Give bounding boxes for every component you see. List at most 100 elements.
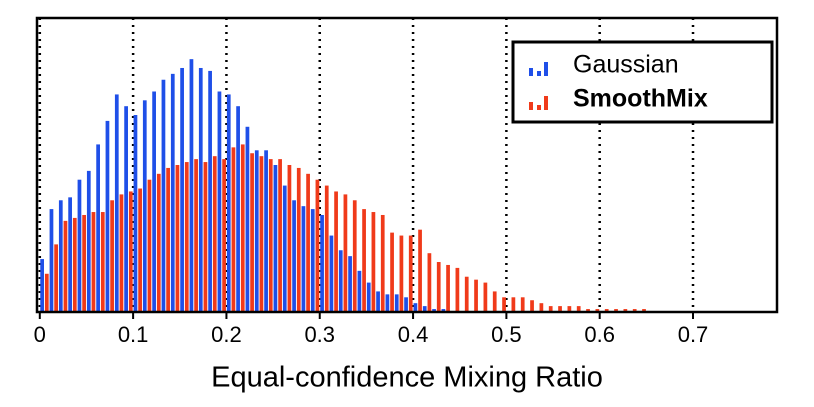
bar: [119, 194, 124, 312]
bar: [371, 212, 376, 312]
bar: [399, 235, 404, 312]
bar: [100, 212, 105, 312]
bar: [77, 179, 82, 312]
bar: [114, 94, 119, 312]
bar: [278, 159, 282, 312]
bar: [338, 250, 343, 312]
bar: [156, 173, 161, 312]
bar: [436, 262, 441, 312]
bar: [394, 294, 399, 312]
bar: [170, 73, 175, 312]
bar: [226, 94, 231, 312]
bar: [282, 185, 287, 312]
bar: [315, 179, 320, 312]
bar: [329, 235, 334, 312]
bar: [352, 200, 357, 312]
legend-box: [511, 40, 774, 124]
x-tick-label: 0: [34, 322, 46, 347]
bar: [380, 214, 385, 312]
bar: [614, 309, 618, 312]
bar: [212, 156, 217, 312]
legend-swatch: [537, 105, 541, 110]
bar: [240, 144, 245, 312]
bar: [124, 106, 128, 312]
bar: [642, 309, 646, 312]
bar: [320, 214, 324, 312]
x-tick-label: 0.6: [584, 322, 615, 347]
bar: [44, 273, 49, 312]
bar: [96, 144, 100, 312]
bar: [558, 306, 562, 312]
x-tick-label: 0.3: [304, 322, 335, 347]
legend: Gaussian SmoothMix: [511, 40, 774, 124]
bar: [595, 309, 600, 312]
bar: [483, 282, 488, 312]
bar: [217, 91, 222, 312]
bar: [502, 297, 506, 312]
bar: [250, 153, 254, 312]
bar: [390, 232, 394, 312]
bar: [310, 209, 315, 312]
x-tick-label: 0.5: [491, 322, 522, 347]
bar: [189, 59, 194, 312]
bar: [418, 229, 422, 312]
bar: [128, 191, 133, 312]
legend-label: SmoothMix: [573, 85, 708, 113]
bar: [147, 179, 152, 312]
bar: [306, 173, 310, 312]
bar: [166, 167, 170, 312]
bar: [301, 206, 306, 312]
bar: [441, 309, 446, 312]
bar: [86, 170, 91, 312]
bar: [63, 220, 68, 312]
bar: [334, 191, 338, 312]
bar: [632, 309, 637, 312]
bar: [357, 270, 362, 312]
bar: [180, 67, 184, 312]
bar: [404, 297, 408, 312]
plot-area: [38, 18, 695, 313]
bar: [446, 264, 450, 312]
bar: [343, 194, 348, 312]
bar: [259, 156, 264, 312]
bar: [520, 297, 525, 312]
bar: [623, 309, 628, 312]
bar: [58, 200, 63, 312]
bar: [82, 214, 86, 312]
bar: [161, 79, 166, 313]
bar: [142, 100, 147, 312]
legend-label: Gaussian: [573, 51, 679, 79]
x-tick-label: 0.7: [678, 322, 709, 347]
x-tick-label: 0.4: [398, 322, 429, 347]
bar: [492, 291, 497, 312]
bar: [385, 294, 390, 312]
bar: [455, 267, 460, 312]
bar: [576, 306, 581, 312]
bar: [54, 244, 58, 312]
bar: [548, 306, 553, 312]
bar: [175, 165, 180, 312]
bar: [268, 159, 273, 312]
legend-swatch: [529, 68, 533, 76]
bar: [604, 309, 609, 312]
bar: [567, 306, 572, 312]
x-tick-label: 0.2: [211, 322, 242, 347]
bar: [273, 165, 278, 312]
bar: [292, 200, 296, 312]
bar: [91, 212, 96, 312]
bar: [198, 67, 203, 312]
bar: [511, 297, 516, 312]
bar: [72, 217, 77, 312]
bar: [254, 150, 259, 312]
bar: [133, 115, 138, 313]
bar: [152, 91, 156, 312]
legend-swatch: [544, 62, 548, 76]
bar: [362, 209, 366, 312]
legend-swatch: [529, 102, 533, 110]
bar: [68, 197, 72, 312]
bar: [264, 150, 268, 312]
bar: [245, 126, 250, 312]
bar: [376, 291, 380, 312]
bar: [422, 306, 427, 312]
